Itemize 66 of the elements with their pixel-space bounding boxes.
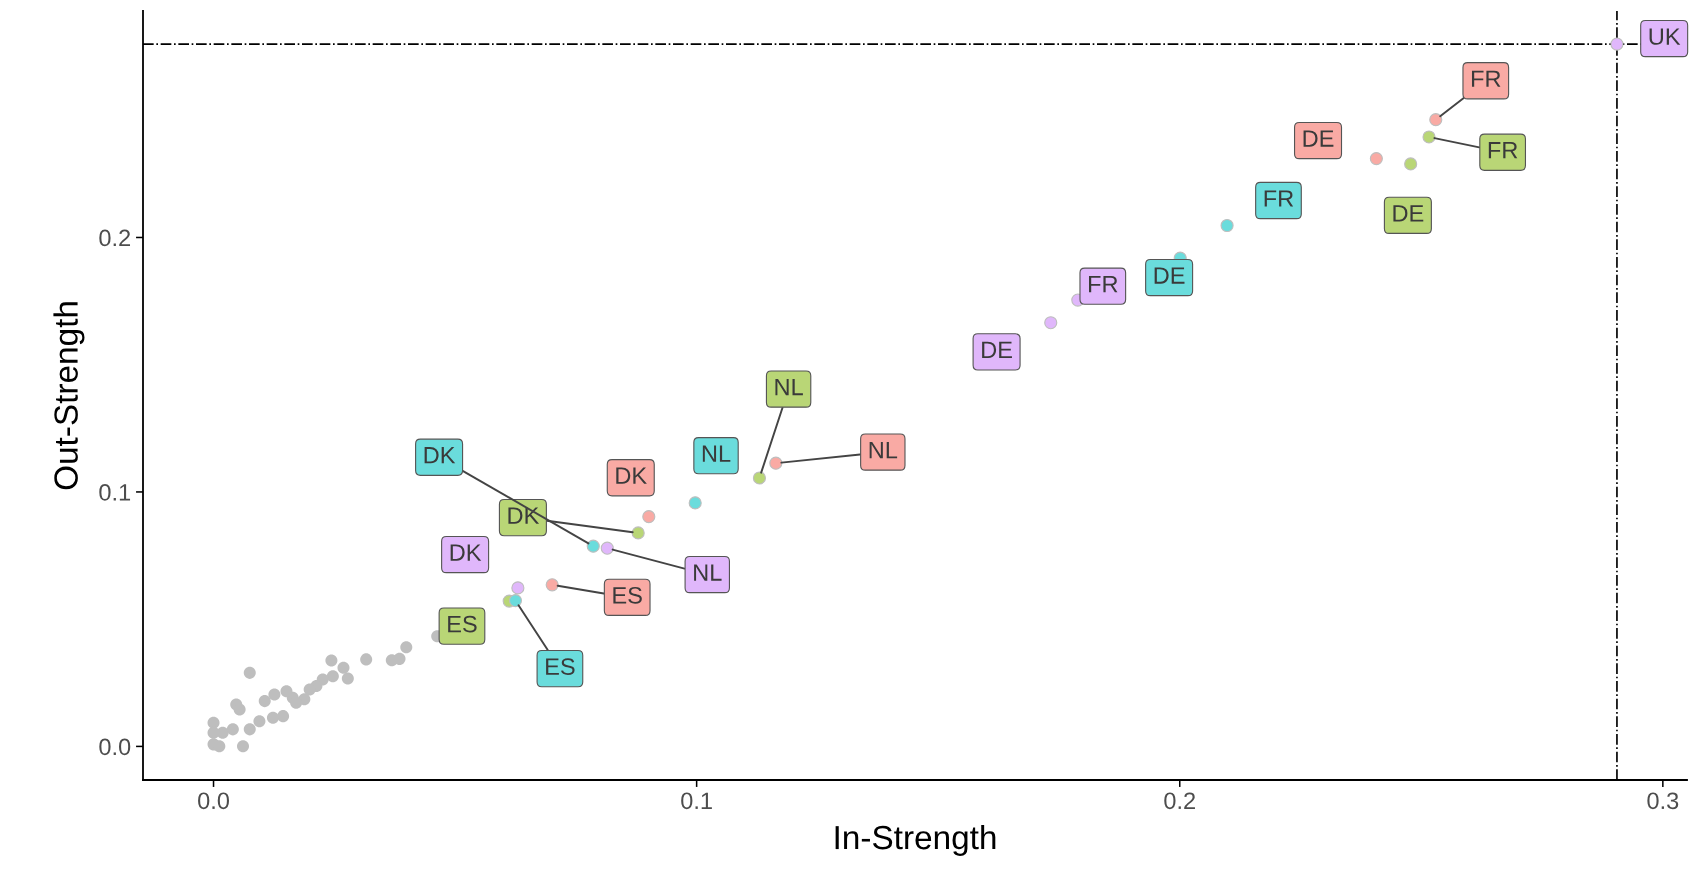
point: [1369, 152, 1383, 166]
point: [642, 510, 656, 524]
point: [752, 471, 767, 485]
point: [511, 581, 525, 595]
x-tick-label: 0.3: [1647, 792, 1679, 810]
data-label: ES: [546, 658, 575, 675]
point: [277, 710, 290, 723]
y-tick-label: 0.1: [99, 484, 131, 501]
data-label: FR: [1264, 190, 1294, 207]
x-tick-label: 0.2: [1164, 792, 1195, 810]
data-label: NL: [869, 441, 898, 459]
data-label: DK: [508, 507, 540, 524]
x-tick-label: 0.1: [681, 792, 712, 810]
data-label: ES: [448, 615, 477, 633]
point: [1429, 113, 1443, 127]
data-label: FR: [1488, 142, 1518, 159]
point: [1610, 37, 1624, 51]
point: [600, 541, 614, 555]
y-tick-label: 0.0: [99, 738, 131, 756]
data-label: NL: [775, 378, 803, 396]
point: [253, 715, 266, 728]
point: [1044, 316, 1058, 330]
point: [1404, 157, 1418, 171]
point: [258, 695, 271, 708]
point: [1220, 218, 1234, 233]
data-label: DK: [450, 544, 482, 561]
point: [303, 683, 316, 696]
point: [508, 594, 523, 608]
x-tick-label: 0.0: [198, 792, 230, 810]
data-label: ES: [613, 586, 642, 604]
point: [337, 661, 350, 674]
point: [688, 496, 702, 510]
data-label: NL: [702, 445, 731, 462]
point: [631, 526, 645, 540]
point: [385, 654, 398, 667]
y-axis-title: Out-Strength: [53, 302, 85, 490]
data-label: DE: [1393, 205, 1424, 222]
point: [280, 685, 293, 698]
data-label: DE: [982, 341, 1012, 358]
data-label: DK: [616, 467, 647, 484]
point: [326, 670, 339, 683]
data-label: DE: [1303, 130, 1334, 147]
y-tick-label: 0.2: [99, 229, 131, 247]
point: [341, 672, 354, 685]
point: [400, 641, 413, 654]
data-label: FR: [1471, 70, 1501, 87]
point: [360, 653, 373, 666]
data-label: FR: [1089, 276, 1118, 293]
point: [243, 666, 256, 679]
data-label: DE: [1154, 267, 1185, 284]
point: [545, 578, 559, 592]
point: [226, 723, 239, 736]
point: [290, 696, 303, 709]
data-label: NL: [694, 564, 722, 581]
point: [586, 539, 600, 553]
point: [268, 688, 281, 701]
point: [243, 723, 256, 736]
point: [769, 456, 783, 470]
point: [236, 740, 250, 753]
point: [1422, 130, 1436, 144]
point: [325, 654, 338, 667]
x-axis-title: In-Strength: [835, 824, 996, 856]
point: [266, 711, 279, 724]
data-label: UK: [1649, 28, 1681, 45]
data-label: DK: [424, 447, 456, 464]
point: [233, 703, 246, 716]
